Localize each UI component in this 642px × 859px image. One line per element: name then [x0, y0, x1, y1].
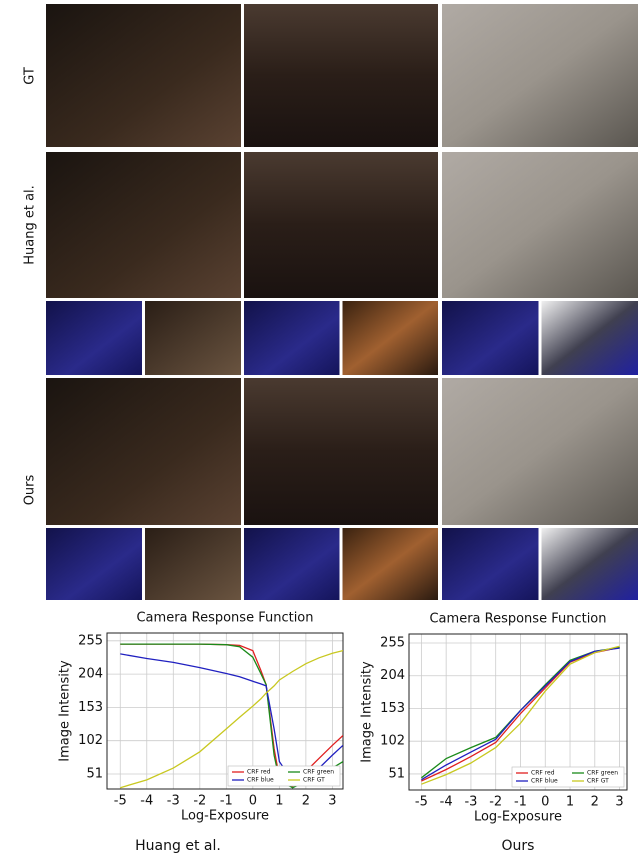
error-map: [46, 301, 142, 375]
image: [442, 152, 638, 298]
error-map: [244, 301, 340, 375]
error-map: [442, 301, 539, 375]
x-tick-label: 3: [328, 794, 336, 809]
x-tick-label: -2: [489, 795, 502, 810]
x-tick-label: -1: [514, 795, 527, 810]
legend-label: CRF green: [303, 769, 334, 776]
row-label: Huang et al.: [23, 185, 38, 265]
x-tick-label: -2: [193, 794, 206, 809]
image-crop: [343, 528, 439, 600]
x-tick-label: -3: [167, 794, 180, 809]
image-crop: [145, 301, 241, 375]
y-tick-label: 102: [78, 733, 103, 748]
legend-label: CRF GT: [303, 777, 325, 784]
x-tick-label: -5: [114, 794, 127, 809]
y-tick-label: 51: [388, 766, 405, 781]
error-map: [442, 528, 539, 600]
y-axis-label: Image Intensity: [58, 660, 73, 762]
y-tick-label: 204: [78, 667, 103, 682]
row-label: Ours: [23, 474, 38, 505]
x-tick-label: 2: [591, 795, 599, 810]
legend-label: CRF blue: [247, 777, 274, 784]
error-map: [46, 528, 142, 600]
x-axis-label: Log-Exposure: [474, 810, 562, 825]
image: [442, 378, 638, 525]
x-tick-label: 0: [541, 795, 549, 810]
x-tick-label: 1: [275, 794, 283, 809]
x-tick-label: -1: [220, 794, 233, 809]
legend-label: CRF red: [531, 770, 555, 777]
image: [46, 152, 241, 298]
y-tick-label: 204: [380, 668, 405, 683]
x-tick-label: 2: [302, 794, 310, 809]
image-crop: [145, 528, 241, 600]
image-crop: [542, 528, 639, 600]
caption: Ours: [502, 838, 535, 854]
image-crop: [343, 301, 439, 375]
y-tick-label: 51: [86, 766, 103, 781]
legend-label: CRF blue: [531, 778, 558, 785]
y-tick-label: 153: [380, 701, 405, 716]
legend-label: CRF red: [247, 769, 271, 776]
x-axis-label: Log-Exposure: [181, 809, 269, 824]
y-tick-label: 153: [78, 700, 103, 715]
figure: GT Huang et al. Ours Huang et al. Ours 5…: [0, 0, 642, 859]
y-tick-label: 102: [380, 734, 405, 749]
chart-title: Camera Response Function: [429, 612, 606, 627]
x-tick-label: -5: [415, 795, 428, 810]
caption: Huang et al.: [135, 838, 221, 854]
row-label: GT: [23, 67, 38, 85]
chart-title: Camera Response Function: [136, 611, 313, 626]
x-tick-label: -4: [140, 794, 153, 809]
x-tick-label: 3: [615, 795, 623, 810]
legend-label: CRF green: [587, 770, 618, 777]
plot-area: [107, 633, 343, 789]
plot-area: [409, 634, 627, 790]
y-tick-label: 255: [380, 635, 405, 650]
error-map: [244, 528, 340, 600]
y-axis-label: Image Intensity: [360, 661, 375, 763]
legend-label: CRF GT: [587, 778, 609, 785]
image: [244, 152, 438, 298]
y-tick-label: 255: [78, 633, 103, 648]
x-tick-label: -3: [464, 795, 477, 810]
x-tick-label: 0: [249, 794, 257, 809]
image: [244, 4, 438, 147]
image: [442, 4, 638, 147]
image: [46, 378, 241, 525]
x-tick-label: -4: [440, 795, 453, 810]
image-crop: [542, 301, 639, 375]
x-tick-label: 1: [566, 795, 574, 810]
image: [46, 4, 241, 147]
image: [244, 378, 438, 525]
